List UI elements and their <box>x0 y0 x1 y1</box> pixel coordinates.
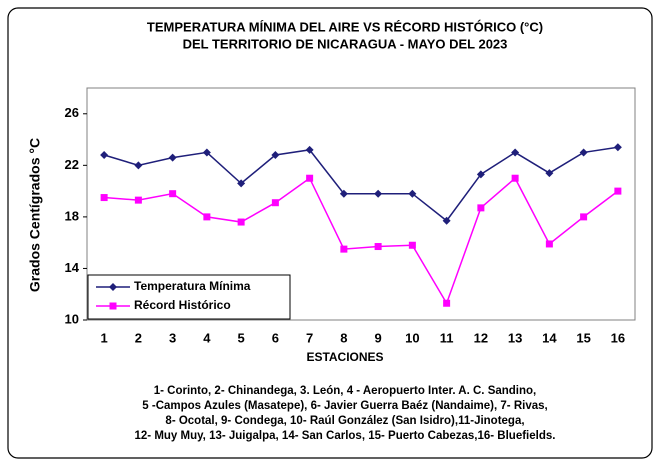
x-tick-label: 10 <box>405 330 419 345</box>
point <box>511 174 519 182</box>
y-axis-label: Grados Centígrados °C <box>27 138 43 292</box>
footnote: 1- Corinto, 2- Chinandega, 3. León, 4 - … <box>154 385 537 397</box>
x-tick-label: 16 <box>611 330 625 345</box>
legend-marker <box>109 283 117 291</box>
x-tick-label: 11 <box>440 330 454 345</box>
y-tick-label: 14 <box>65 260 80 275</box>
point <box>511 148 520 157</box>
point <box>100 194 108 202</box>
point <box>613 143 622 152</box>
legend-marker <box>109 302 117 310</box>
legend-label: Temperatura Mínima <box>134 279 251 293</box>
footnote: 12- Muy Muy, 13- Juigalpa, 14- San Carlo… <box>135 430 556 442</box>
x-tick-label: 13 <box>508 330 522 345</box>
point <box>476 170 485 179</box>
point <box>169 190 177 198</box>
y-tick-label: 22 <box>65 157 79 172</box>
point <box>408 189 417 198</box>
point <box>237 179 246 188</box>
x-tick-label: 12 <box>474 330 488 345</box>
point <box>168 153 177 162</box>
series-line <box>104 177 619 306</box>
x-tick-label: 5 <box>238 330 245 345</box>
x-tick-label: 14 <box>542 330 557 345</box>
x-tick-label: 1 <box>101 330 108 345</box>
point <box>305 145 314 154</box>
y-tick-label: 10 <box>65 311 79 326</box>
x-tick-label: 6 <box>272 330 279 345</box>
legend-box <box>87 274 291 320</box>
y-tick-label: 26 <box>65 105 79 120</box>
x-tick-label: 8 <box>340 330 347 345</box>
x-tick-label: 3 <box>169 330 176 345</box>
point <box>237 218 245 226</box>
y-tick-label: 18 <box>65 208 79 223</box>
point <box>202 148 211 157</box>
x-tick-label: 9 <box>375 330 382 345</box>
footnote: 5 -Campos Azules (Masatepe), 6- Javier G… <box>142 400 547 412</box>
point <box>579 148 588 157</box>
x-tick-label: 4 <box>203 330 211 345</box>
series-line <box>103 146 618 222</box>
point <box>339 189 348 198</box>
point <box>134 161 143 170</box>
point <box>271 199 279 207</box>
point <box>340 245 348 253</box>
footnote: 8- Ocotal, 9- Condega, 10- Raúl González… <box>165 415 524 427</box>
point <box>442 216 451 225</box>
point <box>477 204 485 212</box>
point <box>443 299 451 307</box>
point <box>545 169 554 178</box>
point <box>374 243 382 251</box>
point <box>203 213 211 221</box>
x-axis-label: ESTACIONES <box>306 350 383 364</box>
chart-title: TEMPERATURA MÍNIMA DEL AIRE VS RÉCORD HI… <box>147 19 543 34</box>
point <box>134 196 142 204</box>
point <box>580 213 588 221</box>
x-tick-label: 7 <box>306 330 313 345</box>
legend-label: Récord Histórico <box>134 298 231 312</box>
point <box>408 241 416 249</box>
x-tick-label: 2 <box>135 330 142 345</box>
point <box>100 151 109 160</box>
point <box>306 174 314 182</box>
point <box>271 151 280 160</box>
point <box>374 189 383 198</box>
chart-title: DEL TERRITORIO DE NICARAGUA - MAYO DEL 2… <box>183 36 508 51</box>
point <box>614 187 622 195</box>
x-tick-label: 15 <box>576 330 590 345</box>
point <box>545 240 553 248</box>
